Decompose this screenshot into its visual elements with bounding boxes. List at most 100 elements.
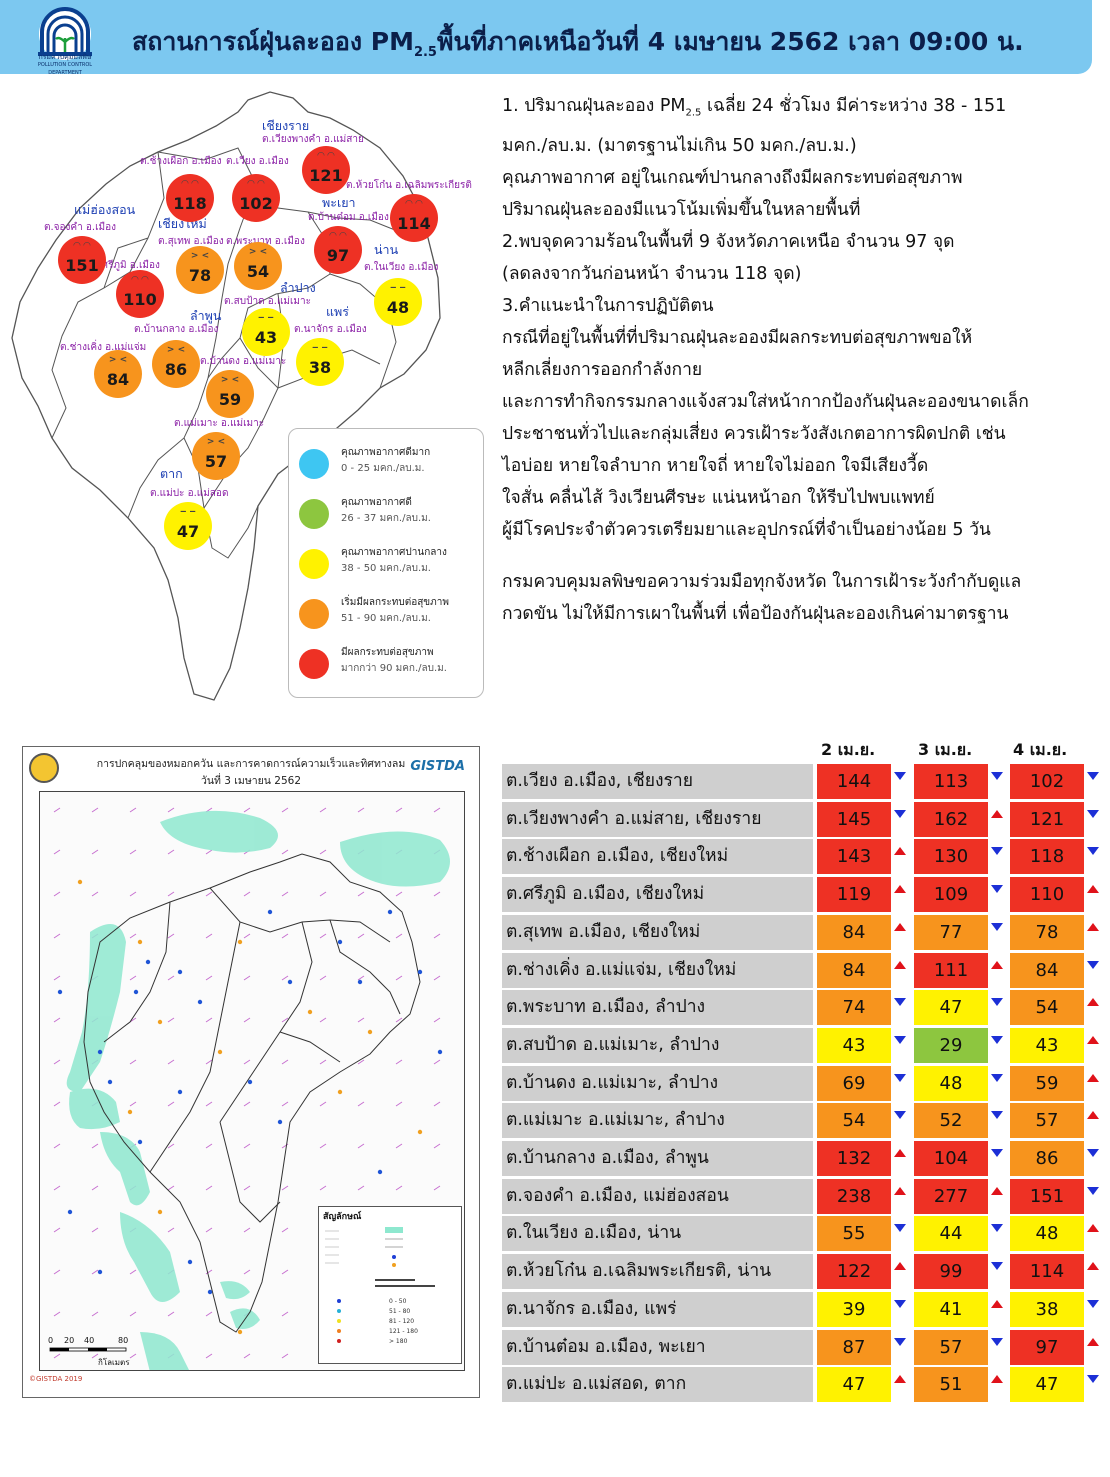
wind-arrow-icon <box>243 1101 251 1107</box>
summary-line: 2.พบจุดความร้อนในพื้นที่ 9 จังหวัดภาคเหน… <box>502 231 955 252</box>
trend-up-icon <box>1087 1073 1099 1082</box>
legend-range: 51 - 90 มคก./ลบ.ม. <box>341 613 431 624</box>
station-name-cell: ต.แม่ปะ อ.แม่สอด, ตาก <box>502 1367 813 1403</box>
wind-arrow-icon <box>433 1185 441 1191</box>
table-row: ต.บ้านต๋อม อ.เมือง, พะเยา 87 57 97 <box>502 1329 1106 1365</box>
wind-arrow-icon <box>53 1101 61 1107</box>
trend-down-icon <box>991 885 1003 894</box>
wind-arrow-icon <box>319 807 327 813</box>
pm25-value-cell: 55 <box>817 1216 891 1252</box>
station-marker: ‒ ‒ 43 <box>242 308 290 356</box>
svg-text:121 - 180: 121 - 180 <box>389 1328 418 1335</box>
legend-title: มีผลกระทบต่อสุขภาพ <box>341 647 434 658</box>
legend-swatch <box>299 499 329 529</box>
summary-line-1: 1. ปริมาณฝุ่นละออง PM2.5 เฉลี่ย 24 ชั่วโ… <box>502 96 1007 119</box>
station-name-cell: ต.เวียงพางคำ อ.แม่สาย, เชียงราย <box>502 801 813 837</box>
station-marker: ◠ ◠ 151 <box>58 236 106 284</box>
pm25-value-cell: 59 <box>1010 1065 1084 1101</box>
wind-arrow-icon <box>281 1185 289 1191</box>
station-marker: ◠ ◠ 114 <box>390 194 438 242</box>
wind-arrow-icon <box>433 1059 441 1065</box>
hotspot-point <box>247 1079 253 1085</box>
station-label: ต.ห้วยโก๋น อ.เฉลิมพระเกียรติ <box>346 180 472 191</box>
hotspot-point <box>267 909 273 915</box>
wind-arrow-icon <box>357 807 365 813</box>
trend-up-icon <box>894 885 906 894</box>
wind-arrow-icon <box>91 1143 99 1149</box>
pm25-value-cell: 54 <box>817 1103 891 1139</box>
wind-arrow-icon <box>129 1059 137 1065</box>
hotspot-point <box>57 989 63 995</box>
forecast-date: วันที่ 3 เมษายน 2562 <box>200 775 302 787</box>
hotspot-point <box>337 1089 343 1095</box>
wind-arrow-icon <box>319 1017 327 1023</box>
summary-line: ประชาชนทั่วไปและกลุ่มเสี่ยง ควรเฝ้าระวัง… <box>502 423 1006 444</box>
trend-down-icon <box>1087 847 1099 856</box>
station-label: ต.เวียงพางคำ อ.แม่สาย <box>262 134 364 145</box>
closing-line: กรมควบคุมมลพิษขอความร่วมมือทุกจังหวัด ใน… <box>502 571 1022 592</box>
pm25-value-cell: 84 <box>817 952 891 988</box>
province-label: ตาก <box>160 466 183 481</box>
hotspot-point <box>133 989 139 995</box>
hotspot-point <box>287 979 293 985</box>
pm25-value-cell: 87 <box>817 1329 891 1365</box>
wind-arrow-icon <box>205 1017 213 1023</box>
wind-arrow-icon <box>129 1311 137 1317</box>
pm25-value-cell: 110 <box>1010 877 1084 913</box>
wind-arrow-icon <box>53 1353 61 1359</box>
hotspot-point <box>177 1089 183 1095</box>
trend-up-icon <box>1087 998 1099 1007</box>
wind-arrow-icon <box>91 1185 99 1191</box>
pcd-logo-icon <box>38 7 92 60</box>
trend-up-icon <box>991 809 1003 818</box>
trend-down-icon <box>894 1035 906 1044</box>
station-marker: ‒ ‒ 38 <box>296 338 344 386</box>
pm25-value-cell: 84 <box>817 914 891 950</box>
trend-down-icon <box>991 1262 1003 1271</box>
wind-arrow-icon <box>357 1059 365 1065</box>
wind-arrow-icon <box>167 1185 175 1191</box>
station-label: ต.บ้านต๋อม อ.เมือง <box>308 212 389 223</box>
wind-arrow-icon <box>357 1143 365 1149</box>
trend-up-icon <box>991 960 1003 969</box>
pm25-value-cell: 78 <box>1010 914 1084 950</box>
wind-arrow-icon <box>205 975 213 981</box>
station-label: ต.บ้านกลาง อ.เมือง <box>134 324 219 335</box>
pm25-value-cell: 114 <box>1010 1254 1084 1290</box>
pm25-value-cell: 44 <box>914 1216 988 1252</box>
wind-arrow-icon <box>53 1143 61 1149</box>
hotspots <box>57 879 443 1335</box>
table-row: ต.สุเทพ อ.เมือง, เชียงใหม่ 84 77 78 <box>502 914 1106 950</box>
wind-arrow-icon <box>129 849 137 855</box>
summary-line: ใจสั่น คลื่นไส้ วิงเวียนศีรษะ แน่นหน้าอก… <box>502 487 935 508</box>
forecast-copyright: ©GISTDA 2019 <box>29 1375 83 1383</box>
hotspot-point <box>207 1289 213 1295</box>
wind-arrow-icon <box>205 933 213 939</box>
wind-arrow-icon <box>167 1143 175 1149</box>
wind-arrow-icon <box>281 807 289 813</box>
station-name-cell: ต.บ้านกลาง อ.เมือง, ลำพูน <box>502 1141 813 1176</box>
wind-arrow-icon <box>281 1311 289 1317</box>
closing-line: กวดขัน ไม่ให้มีการเผาในพื้นที่ เพื่อป้อง… <box>502 603 1009 624</box>
legend-title: คุณภาพอากาศปานกลาง <box>341 547 447 558</box>
station-label: ต.จองคำ อ.เมือง <box>44 222 116 233</box>
wind-arrow-icon <box>167 891 175 897</box>
station-name-cell: ต.ศรีภูมิ อ.เมือง, เชียงใหม่ <box>502 877 813 913</box>
wind-arrow-icon <box>357 1185 365 1191</box>
wind-arrow-icon <box>205 1185 213 1191</box>
wind-arrow-icon <box>129 933 137 939</box>
wind-arrow-icon <box>167 975 175 981</box>
svg-text:> 180: > 180 <box>389 1338 408 1345</box>
wind-arrow-icon <box>243 1059 251 1065</box>
legend-swatch <box>299 549 329 579</box>
forecast-map-canvas: สัญลักษณ์ 0 - 50 51 - 80 81 - 120 121 - <box>39 791 465 1371</box>
table-row: ต.บ้านดง อ.แม่เมาะ, ลำปาง 69 48 59 <box>502 1065 1106 1101</box>
pm25-value-cell: 113 <box>914 764 988 799</box>
trend-up-icon <box>1087 922 1099 931</box>
wind-arrow-icon <box>167 933 175 939</box>
pm25-value-cell: 41 <box>914 1291 988 1327</box>
trend-up-icon <box>991 1186 1003 1195</box>
station-name-cell: ต.ช่างเคิ่ง อ.แม่แจ่ม, เชียงใหม่ <box>502 952 813 988</box>
trend-up-icon <box>894 847 906 856</box>
station-marker: > <86 <box>152 340 200 388</box>
